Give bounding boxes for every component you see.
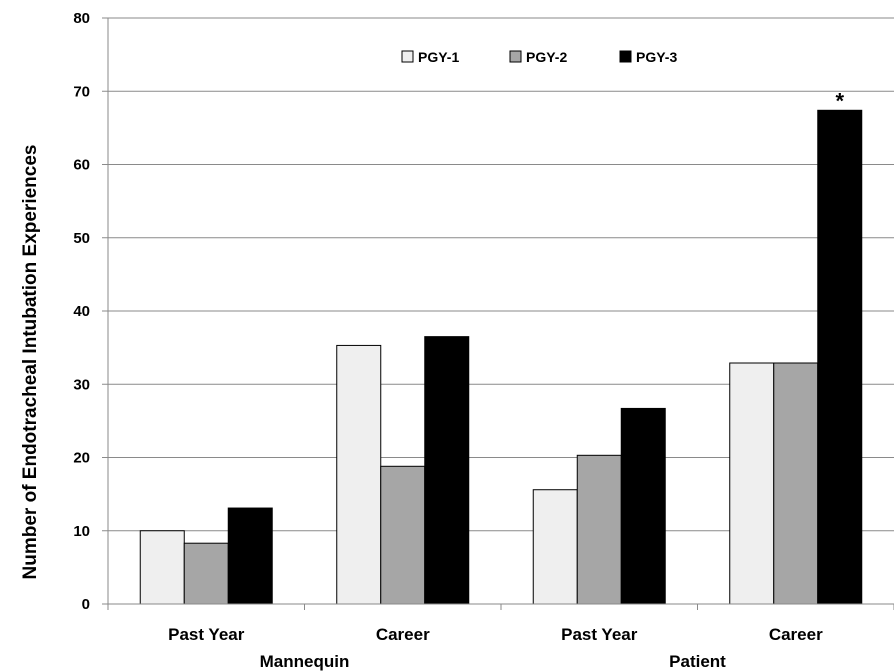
- legend-swatch-pgy-3: [619, 50, 632, 63]
- y-tick-labels: 0 10 20 30 40 50 60 70 80: [73, 10, 90, 613]
- x-group-label: Mannequin: [260, 652, 350, 671]
- bar-pgy-2-0: [183, 542, 229, 605]
- bar-pgy-1-0: [139, 530, 185, 605]
- bar-pgy-1-1: [336, 344, 382, 605]
- x-category-label: Past Year: [561, 625, 638, 644]
- y-tick-label: 70: [73, 83, 90, 100]
- axes: [107, 18, 894, 610]
- y-tick-label: 30: [73, 376, 90, 393]
- significance-asterisk: *: [835, 88, 844, 113]
- legend-swatch-pgy-1: [401, 50, 414, 63]
- legend-label-pgy-3: PGY-3: [636, 49, 677, 65]
- bar-pgy-3-0: [227, 507, 273, 605]
- bar-pgy-3-2: [620, 407, 666, 605]
- y-axis-title: Number of Endotracheal Intubation Experi…: [20, 145, 41, 580]
- y-tick-label: 20: [73, 450, 90, 467]
- bar-pgy-1-3: [729, 362, 775, 605]
- legend: PGY-1 PGY-2 PGY-3: [401, 49, 677, 65]
- bar-pgy-3-3: [817, 109, 863, 605]
- legend-label-pgy-1: PGY-1: [418, 49, 459, 65]
- x-category-label: Career: [769, 625, 823, 644]
- bar-pgy-2-2: [576, 454, 622, 605]
- y-tick-label: 80: [73, 10, 90, 27]
- y-tick-label: 50: [73, 230, 90, 247]
- bars: [139, 109, 863, 605]
- x-group-label: Patient: [669, 652, 726, 671]
- y-tick-label: 0: [82, 596, 90, 613]
- x-category-label: Past Year: [168, 625, 245, 644]
- legend-swatch-pgy-2: [509, 50, 522, 63]
- y-tick-label: 40: [73, 303, 90, 320]
- bar-pgy-2-1: [380, 465, 426, 605]
- x-category-labels: Past Year Career Past Year Career: [168, 625, 823, 644]
- annotations: *: [835, 88, 844, 113]
- y-tick-label: 10: [73, 523, 90, 540]
- x-group-labels: Mannequin Patient: [260, 652, 727, 671]
- x-category-label: Career: [376, 625, 430, 644]
- bar-pgy-3-1: [424, 336, 470, 605]
- bar-pgy-2-3: [773, 362, 819, 605]
- y-tick-label: 60: [73, 157, 90, 174]
- bar-pgy-1-2: [532, 489, 578, 605]
- legend-label-pgy-2: PGY-2: [526, 49, 567, 65]
